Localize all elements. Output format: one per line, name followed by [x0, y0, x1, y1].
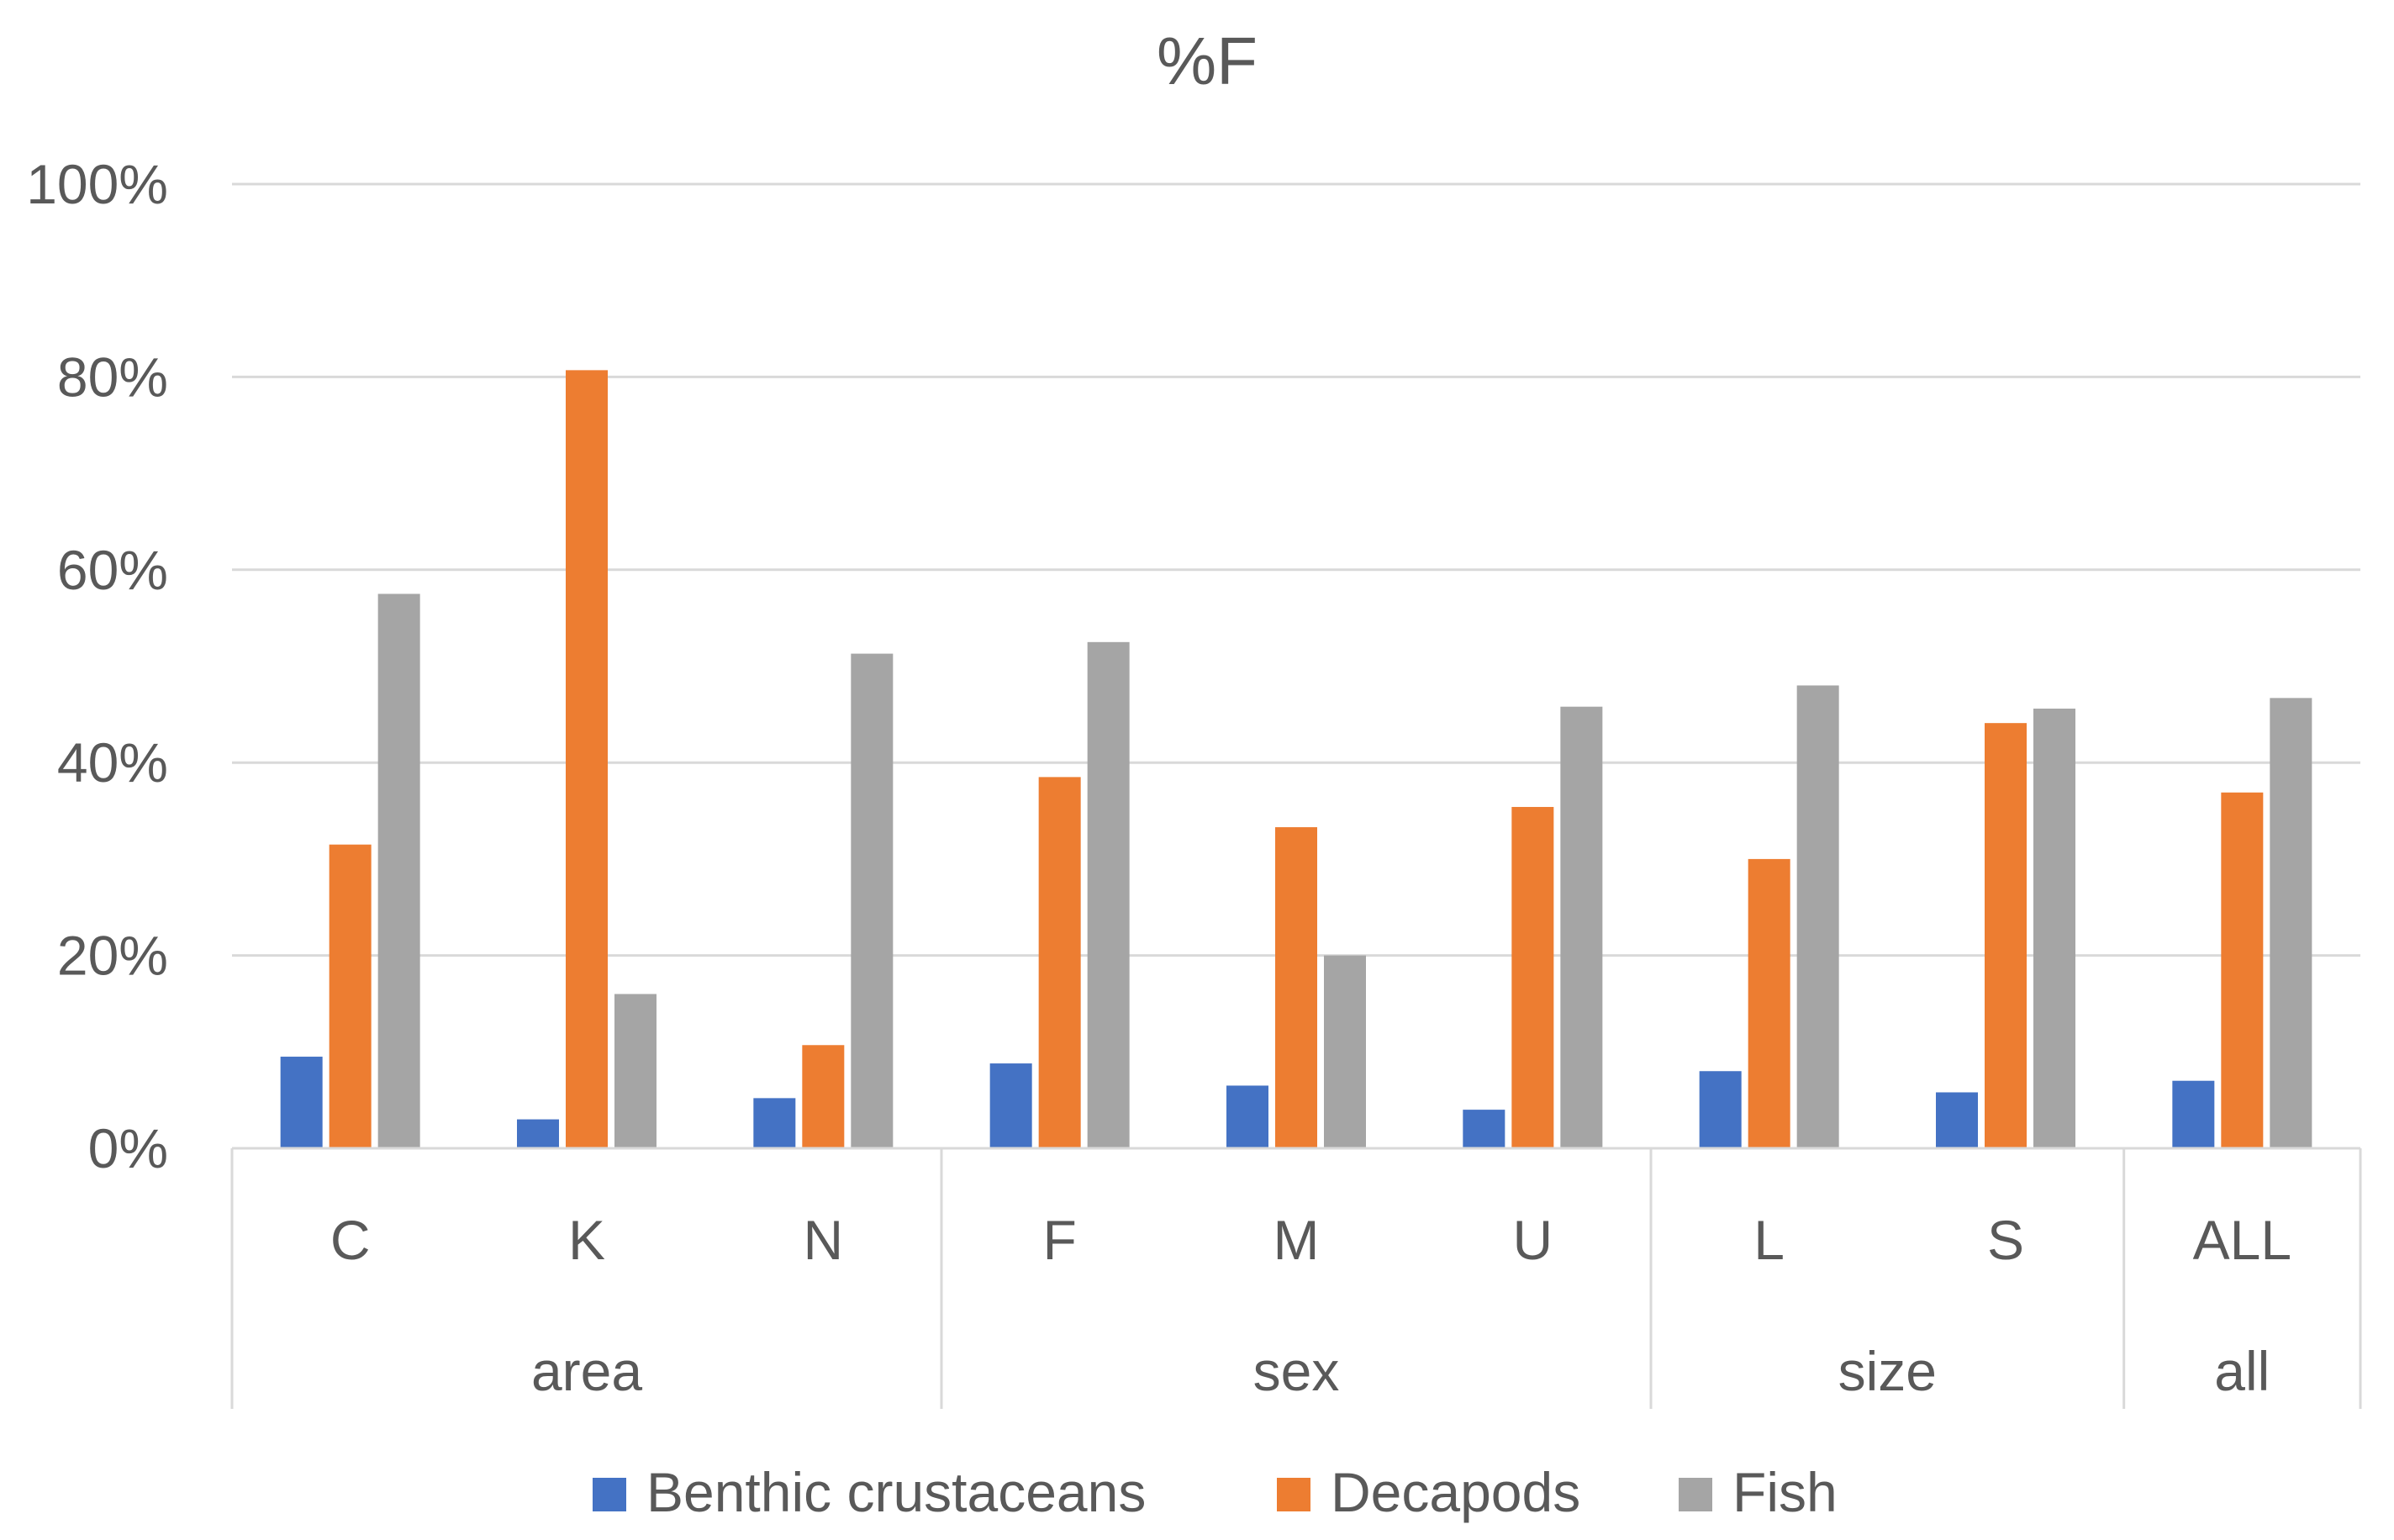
- bar-benthic-crustaceans-c: [280, 1057, 323, 1148]
- bar-fish-all: [2270, 698, 2312, 1148]
- x-tick-label: L: [1753, 1209, 1785, 1271]
- bar-fish-n: [851, 653, 894, 1148]
- bar-decapods-l: [1748, 858, 1790, 1148]
- bar-decapods-all: [2221, 792, 2264, 1148]
- bar-benthic-crustaceans-s: [1936, 1092, 1978, 1148]
- bar-fish-c: [377, 593, 420, 1148]
- y-tick-label: 20%: [57, 925, 168, 987]
- x-tick-label: S: [1987, 1209, 2024, 1271]
- bar-benthic-crustaceans-all: [2172, 1080, 2215, 1148]
- bar-fish-f: [1087, 641, 1130, 1148]
- x-tick-label: N: [803, 1209, 843, 1271]
- x-group-label: sex: [1253, 1340, 1340, 1402]
- chart-title: %F: [1157, 24, 1258, 98]
- bar-decapods-m: [1275, 827, 1317, 1148]
- x-tick-label: F: [1043, 1209, 1077, 1271]
- y-tick-label: 40%: [57, 731, 168, 794]
- x-group-label: size: [1838, 1340, 1937, 1402]
- x-group-label: area: [531, 1340, 642, 1402]
- legend-label: Fish: [1732, 1461, 1838, 1523]
- legend-swatch-fish: [1679, 1478, 1712, 1511]
- y-tick-label: 100%: [26, 153, 168, 215]
- bar-benthic-crustaceans-l: [1699, 1071, 1742, 1148]
- bar-benthic-crustaceans-k: [517, 1119, 559, 1148]
- legend-swatch-decapods: [1277, 1478, 1310, 1511]
- bar-benthic-crustaceans-f: [989, 1063, 1032, 1148]
- bar-fish-m: [1324, 955, 1366, 1148]
- y-axis-tick-labels: 0% 20% 40% 60% 80% 100%: [26, 153, 168, 1179]
- x-group-label: all: [2214, 1340, 2270, 1402]
- x-tick-label: M: [1273, 1209, 1320, 1271]
- legend: Benthic crustaceans Decapods Fish: [593, 1461, 1838, 1523]
- legend-label: Benthic crustaceans: [646, 1461, 1146, 1523]
- bar-decapods-k: [566, 370, 608, 1149]
- x-tick-label: ALL: [2193, 1209, 2291, 1271]
- y-tick-label: 0%: [88, 1117, 168, 1179]
- y-tick-label: 80%: [57, 345, 168, 408]
- bar-decapods-u: [1511, 806, 1554, 1148]
- x-tick-label: C: [330, 1209, 371, 1271]
- bar-decapods-s: [1985, 723, 2027, 1148]
- legend-swatch-benthic-crustaceans: [593, 1478, 626, 1511]
- legend-label: Decapods: [1331, 1461, 1580, 1523]
- bar-fish-l: [1796, 685, 1839, 1148]
- bar-fish-k: [614, 994, 657, 1148]
- bar-decapods-f: [1038, 777, 1081, 1148]
- x-tick-label: K: [568, 1209, 605, 1271]
- bar-benthic-crustaceans-n: [753, 1098, 796, 1148]
- bar-decapods-n: [802, 1045, 845, 1148]
- bar-fish-u: [1560, 706, 1603, 1148]
- x-tick-label: U: [1512, 1209, 1553, 1271]
- bar-fish-s: [2033, 708, 2075, 1148]
- bar-benthic-crustaceans-m: [1226, 1085, 1268, 1148]
- bar-decapods-c: [329, 844, 372, 1148]
- bar-benthic-crustaceans-u: [1463, 1110, 1505, 1148]
- y-tick-label: 60%: [57, 539, 168, 601]
- bars: [280, 370, 2312, 1149]
